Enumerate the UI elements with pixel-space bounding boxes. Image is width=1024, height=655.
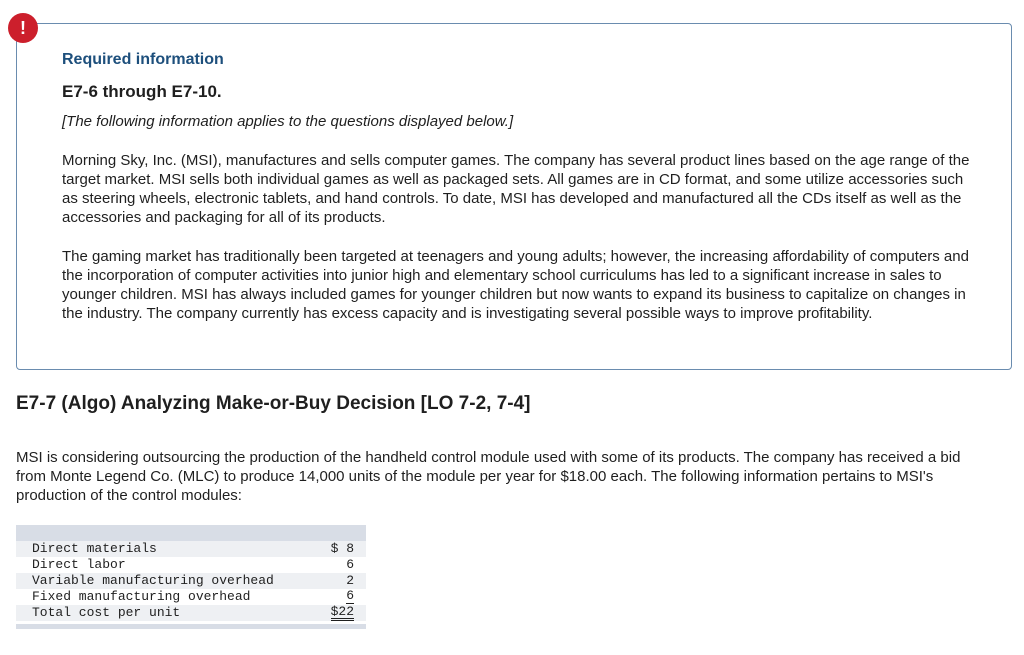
cost-label: Variable manufacturing overhead <box>32 573 274 588</box>
info-paragraph-1: Morning Sky, Inc. (MSI), manufactures an… <box>62 152 970 226</box>
cost-table-footer <box>16 624 366 629</box>
required-information-heading: Required information <box>62 51 224 68</box>
cost-value: 2 <box>346 573 354 588</box>
cost-row-direct-materials: Direct materials $ 8 <box>16 541 366 557</box>
required-information-box: Required information E7-6 through E7-10.… <box>16 23 1012 370</box>
cost-row-total: Total cost per unit $22 <box>16 605 366 621</box>
cost-table-header <box>16 525 366 541</box>
cost-label: Fixed manufacturing overhead <box>32 589 251 604</box>
cost-table: Direct materials $ 8 Direct labor 6 Vari… <box>16 525 366 629</box>
question-text: MSI is considering outsourcing the produ… <box>16 449 961 504</box>
info-paragraph-2: The gaming market has traditionally been… <box>62 248 969 322</box>
cost-label: Direct labor <box>32 557 126 572</box>
cost-value: 6 <box>346 588 354 604</box>
exercise-range-title: E7-6 through E7-10. <box>62 82 222 101</box>
applies-note: [The following information applies to th… <box>62 113 514 130</box>
cost-row-direct-labor: Direct labor 6 <box>16 557 366 573</box>
cost-row-fixed-overhead: Fixed manufacturing overhead 6 <box>16 589 366 605</box>
exclamation-icon: ! <box>8 13 38 43</box>
cost-label: Direct materials <box>32 541 157 556</box>
exercise-title: E7-7 (Algo) Analyzing Make-or-Buy Decisi… <box>16 393 531 414</box>
cost-value: 6 <box>346 557 354 572</box>
cost-label: Total cost per unit <box>32 605 181 620</box>
cost-value: $ 8 <box>330 541 354 556</box>
cost-value: $22 <box>330 604 354 621</box>
cost-row-variable-overhead: Variable manufacturing overhead 2 <box>16 573 366 589</box>
